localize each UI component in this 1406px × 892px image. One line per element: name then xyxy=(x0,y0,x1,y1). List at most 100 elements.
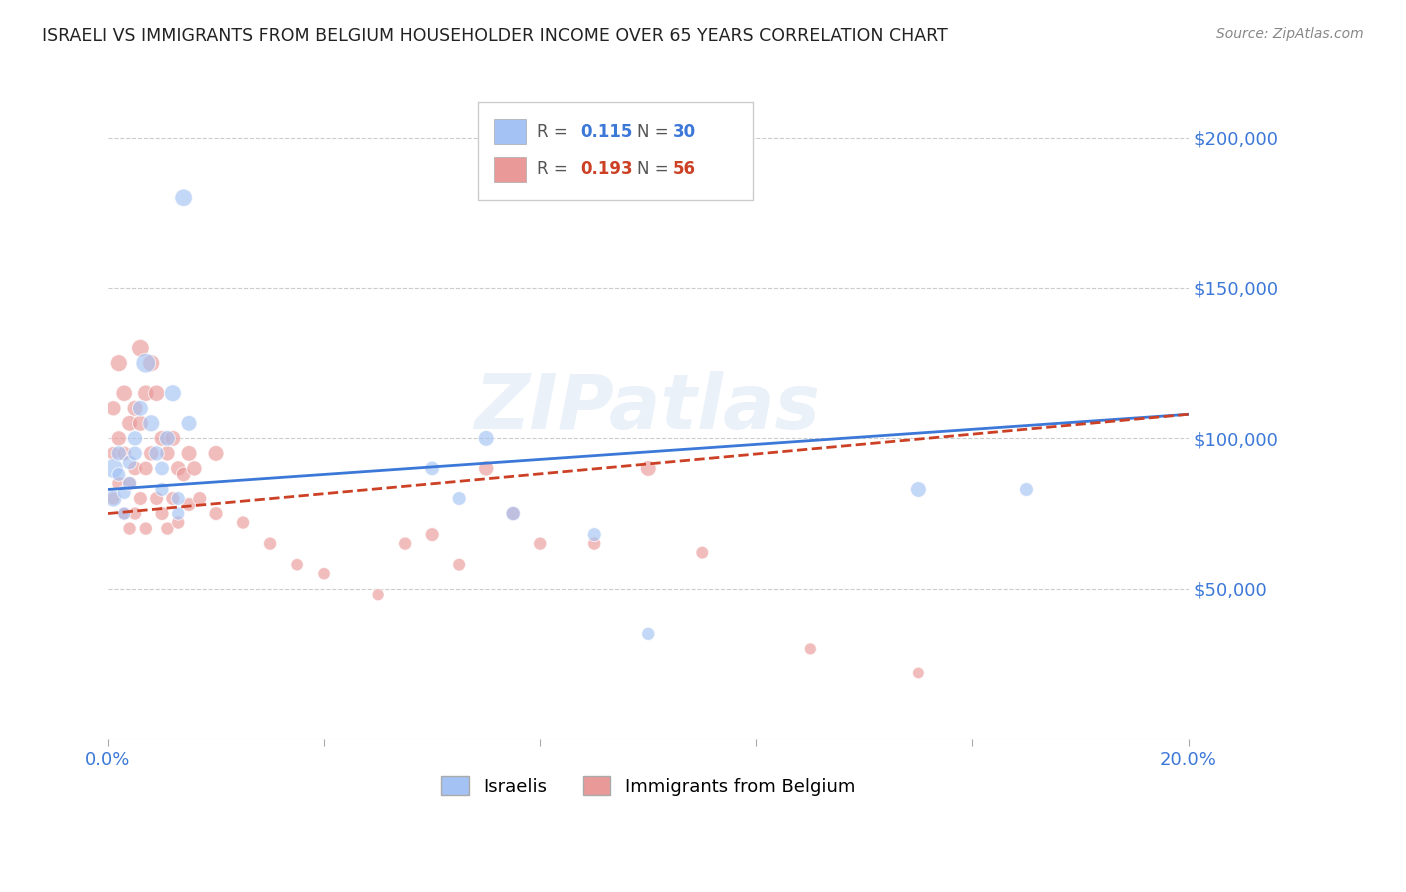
Point xyxy=(583,527,606,541)
Point xyxy=(156,522,179,536)
Point xyxy=(103,461,125,475)
Point xyxy=(177,417,200,431)
Point xyxy=(232,516,254,530)
Point xyxy=(118,455,141,469)
Text: N =: N = xyxy=(637,161,675,178)
Point xyxy=(135,386,157,401)
Point xyxy=(285,558,308,572)
Point xyxy=(502,507,524,521)
FancyBboxPatch shape xyxy=(478,102,754,200)
Point xyxy=(583,536,606,550)
Point xyxy=(112,507,135,521)
Point xyxy=(124,401,146,416)
Point xyxy=(141,356,163,370)
Point xyxy=(420,527,443,541)
Point xyxy=(173,467,195,482)
Point xyxy=(145,386,167,401)
Point xyxy=(124,431,146,445)
Point xyxy=(145,491,167,506)
Point xyxy=(129,417,152,431)
Legend: Israelis, Immigrants from Belgium: Israelis, Immigrants from Belgium xyxy=(434,769,862,803)
Point xyxy=(162,386,184,401)
Point xyxy=(167,491,190,506)
Point xyxy=(103,401,125,416)
Point xyxy=(188,491,211,506)
Point xyxy=(135,356,157,370)
Point xyxy=(118,522,141,536)
Point xyxy=(799,641,821,656)
Point xyxy=(135,522,157,536)
Point xyxy=(205,446,228,460)
Text: Source: ZipAtlas.com: Source: ZipAtlas.com xyxy=(1216,27,1364,41)
Text: 56: 56 xyxy=(673,161,696,178)
Point xyxy=(129,401,152,416)
Point xyxy=(103,491,125,506)
Point xyxy=(907,483,929,497)
Point xyxy=(475,461,498,475)
Point xyxy=(690,546,713,560)
Point xyxy=(314,566,336,581)
Point xyxy=(124,507,146,521)
Bar xyxy=(494,157,526,182)
Point xyxy=(124,461,146,475)
Point xyxy=(183,461,205,475)
Point xyxy=(162,431,184,445)
Point xyxy=(162,491,184,506)
Point xyxy=(177,498,200,512)
Point xyxy=(107,476,129,491)
Point xyxy=(449,491,471,506)
Text: ZIPatlas: ZIPatlas xyxy=(475,371,821,445)
Point xyxy=(112,446,135,460)
Point xyxy=(502,507,524,521)
Point xyxy=(177,446,200,460)
Point xyxy=(103,446,125,460)
Text: N =: N = xyxy=(637,123,675,141)
Point xyxy=(135,461,157,475)
Point xyxy=(367,588,389,602)
Point xyxy=(1015,483,1038,497)
Point xyxy=(107,356,129,370)
Bar xyxy=(494,120,526,145)
Point xyxy=(112,507,135,521)
Point xyxy=(449,558,471,572)
Point xyxy=(118,417,141,431)
Point xyxy=(118,476,141,491)
Point xyxy=(124,446,146,460)
Point xyxy=(205,507,228,521)
Text: 30: 30 xyxy=(673,123,696,141)
Point xyxy=(112,485,135,500)
Point xyxy=(107,467,129,482)
Point xyxy=(637,461,659,475)
Point xyxy=(141,446,163,460)
Point xyxy=(156,446,179,460)
Point xyxy=(259,536,281,550)
Text: 0.193: 0.193 xyxy=(581,161,633,178)
Point xyxy=(173,191,195,205)
Point xyxy=(129,341,152,355)
Text: 0.115: 0.115 xyxy=(581,123,633,141)
Point xyxy=(637,627,659,641)
Point xyxy=(167,461,190,475)
Point xyxy=(103,491,125,506)
Point xyxy=(150,431,173,445)
Point xyxy=(107,446,129,460)
Point xyxy=(529,536,551,550)
Text: ISRAELI VS IMMIGRANTS FROM BELGIUM HOUSEHOLDER INCOME OVER 65 YEARS CORRELATION : ISRAELI VS IMMIGRANTS FROM BELGIUM HOUSE… xyxy=(42,27,948,45)
Point xyxy=(150,483,173,497)
Point xyxy=(420,461,443,475)
Point xyxy=(394,536,416,550)
Point xyxy=(129,491,152,506)
Point xyxy=(156,431,179,445)
Point xyxy=(150,507,173,521)
Point xyxy=(907,665,929,680)
Point xyxy=(145,446,167,460)
Point xyxy=(475,431,498,445)
Text: R =: R = xyxy=(537,161,574,178)
Point xyxy=(112,386,135,401)
Point xyxy=(167,516,190,530)
Text: R =: R = xyxy=(537,123,574,141)
Point xyxy=(150,461,173,475)
Point xyxy=(167,507,190,521)
Point xyxy=(107,431,129,445)
Point xyxy=(118,476,141,491)
